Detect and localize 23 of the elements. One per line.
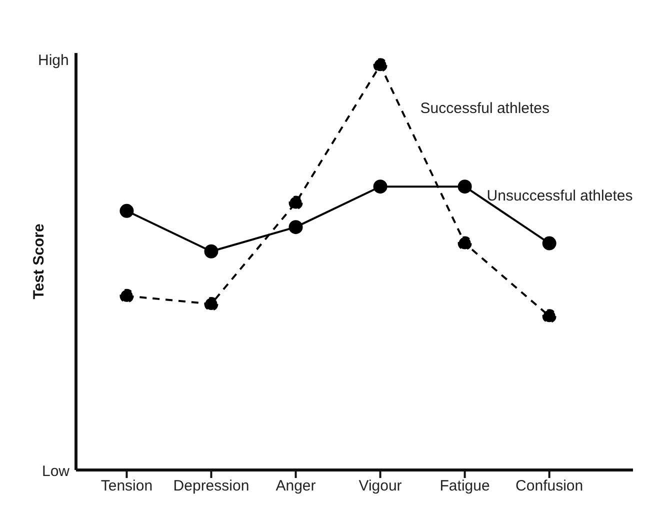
text: High <box>38 52 69 69</box>
y-axis-title: Test Score <box>30 224 48 300</box>
point <box>373 180 388 194</box>
point <box>288 196 303 210</box>
x-tick-label: Vigour <box>358 478 402 495</box>
point <box>204 244 218 258</box>
x-tick-label: Anger <box>276 478 316 495</box>
x-tick-label: Depression <box>173 478 250 495</box>
point <box>120 288 134 303</box>
point <box>458 180 472 194</box>
point <box>373 58 388 72</box>
point <box>204 297 218 312</box>
point <box>288 220 303 234</box>
point <box>120 204 134 218</box>
series-label: Successful athletes <box>420 100 550 118</box>
x-tick-label: Fatigue <box>440 478 490 495</box>
point <box>458 236 472 250</box>
series-label: Unsuccessful athletes <box>486 188 633 205</box>
point <box>542 236 556 250</box>
point <box>542 309 556 324</box>
text: Low <box>42 463 70 480</box>
x-tick-label: Tension <box>100 478 153 495</box>
x-tick-label: Confusion <box>516 478 584 495</box>
